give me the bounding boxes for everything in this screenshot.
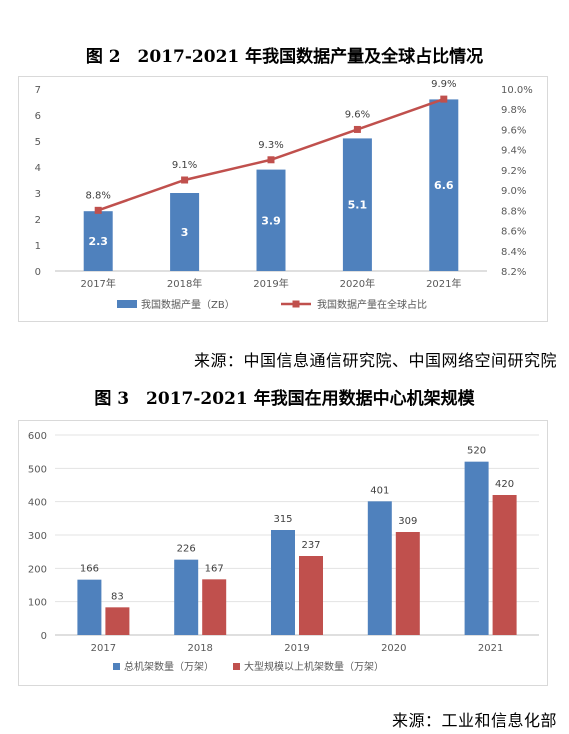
y-tick-label: 1	[35, 241, 41, 252]
y-tick-label: 5	[35, 137, 41, 148]
line-point	[94, 206, 102, 214]
bar	[429, 99, 459, 272]
bar-data-label: 166	[80, 564, 99, 575]
x-tick-label: 2019	[284, 643, 309, 654]
bar-data-label: 420	[495, 479, 514, 490]
y-tick-label: 3	[35, 189, 41, 200]
y-tick-label: 600	[28, 431, 47, 442]
line-point	[440, 95, 448, 103]
line-point	[181, 176, 189, 184]
bar-data-label: 167	[205, 563, 224, 574]
bar-data-label: 6.6	[434, 179, 454, 192]
x-tick-label: 2017年	[80, 277, 115, 290]
bar	[342, 138, 372, 271]
y2-tick-label: 8.6%	[501, 227, 526, 238]
y-tick-label: 100	[28, 598, 47, 609]
line-point	[267, 156, 275, 164]
bar	[464, 461, 489, 635]
line-data-label: 8.8%	[85, 190, 110, 201]
bar-data-label: 226	[177, 544, 196, 555]
x-tick-label: 2021年	[426, 277, 461, 290]
line-data-label: 9.1%	[172, 160, 197, 171]
y-tick-label: 7	[35, 85, 41, 96]
rack-scale-chart: 0 100 200 300 400 500 600 2017 166 83 2018 226 167 20…	[18, 420, 548, 686]
figure2-source: 来源：中国信息通信研究院、中国网络空间研究院	[193, 351, 557, 370]
y-tick-label: 0	[35, 267, 41, 278]
line-point	[353, 125, 361, 133]
bar	[367, 501, 392, 635]
bar-data-label: 3.9	[261, 214, 281, 227]
y-tick-label: 500	[28, 464, 47, 475]
line-data-label: 9.6%	[345, 109, 370, 120]
x-tick-label: 2018	[187, 643, 212, 654]
bar-data-label: 309	[398, 516, 417, 527]
y2-tick-label: 9.4%	[501, 146, 526, 157]
x-tick-label: 2021	[478, 643, 503, 654]
y2-tick-label: 8.8%	[501, 206, 526, 217]
x-tick-label: 2020年	[340, 277, 375, 290]
bar-data-label: 5.1	[348, 199, 368, 212]
x-tick-label: 2020	[381, 643, 406, 654]
bar-data-label: 520	[467, 446, 486, 457]
bar	[105, 607, 130, 635]
figure3-source: 来源：工业和信息化部	[391, 711, 557, 730]
legend-label: 总机架数量（万架）	[124, 660, 214, 673]
y-tick-label: 400	[28, 498, 47, 509]
y-tick-label: 2	[35, 215, 41, 226]
bar	[271, 530, 295, 635]
line-data-label: 9.3%	[258, 140, 283, 151]
x-tick-label: 2019年	[253, 277, 288, 290]
bar	[256, 169, 286, 271]
bar	[299, 556, 323, 635]
bar-data-label: 315	[273, 514, 292, 525]
y2-tick-label: 8.4%	[501, 247, 526, 258]
bar-data-label: 401	[370, 485, 389, 496]
y2-tick-label: 9.8%	[501, 105, 526, 116]
bar	[492, 495, 517, 635]
legend-swatch-bar	[117, 300, 137, 308]
bar	[202, 579, 227, 635]
y-tick-label: 4	[35, 163, 41, 174]
line-data-label: 9.9%	[431, 79, 456, 90]
bar-data-label: 2.3	[88, 235, 108, 248]
bar-data-label: 83	[111, 591, 124, 602]
legend-label: 我国数据产量（ZB）	[141, 298, 235, 311]
bar	[174, 559, 199, 635]
bar	[170, 193, 200, 271]
y2-tick-label: 9.2%	[501, 166, 526, 177]
rack-scale-chart-svg: 0 100 200 300 400 500 600 2017 166 83 2018 226 167 20…	[28, 431, 539, 673]
y2-tick-label: 8.2%	[501, 267, 526, 278]
x-tick-label: 2017	[91, 643, 116, 654]
y2-tick-label: 10.0%	[501, 85, 533, 96]
figure2-title: 图 2 2017-2021 年我国数据产量及全球占比情况	[85, 47, 484, 67]
y-tick-label: 0	[41, 631, 47, 642]
y2-tick-label: 9.0%	[501, 186, 526, 197]
y-tick-label: 300	[28, 531, 47, 542]
y-tick-label: 200	[28, 564, 47, 575]
legend-label: 我国数据产量在全球占比	[317, 298, 427, 311]
y-tick-label: 6	[35, 111, 41, 122]
legend-swatch	[233, 663, 240, 670]
bar-data-label: 3	[181, 226, 189, 239]
figure3-title: 图 3 2017-2021 年我国在用数据中心机架规模	[94, 389, 475, 409]
bar-data-label: 237	[301, 540, 320, 551]
bar	[77, 579, 102, 635]
data-output-chart-svg: 0 1 2 3 4 5 6 7 8.2% 8.4% 8.6% 8.8% 9.0% 9.2% 9.4% 9.6%…	[35, 79, 533, 311]
bar	[395, 532, 420, 635]
legend-swatch-marker	[292, 300, 300, 308]
legend-label: 大型规模以上机架数量（万架）	[244, 660, 384, 673]
bar	[83, 211, 113, 271]
y2-tick-label: 9.6%	[501, 125, 526, 136]
legend-swatch	[113, 663, 120, 670]
x-tick-label: 2018年	[167, 277, 202, 290]
data-output-chart: 0 1 2 3 4 5 6 7 8.2% 8.4% 8.6% 8.8% 9.0% 9.2% 9.4% 9.6%…	[18, 76, 548, 322]
